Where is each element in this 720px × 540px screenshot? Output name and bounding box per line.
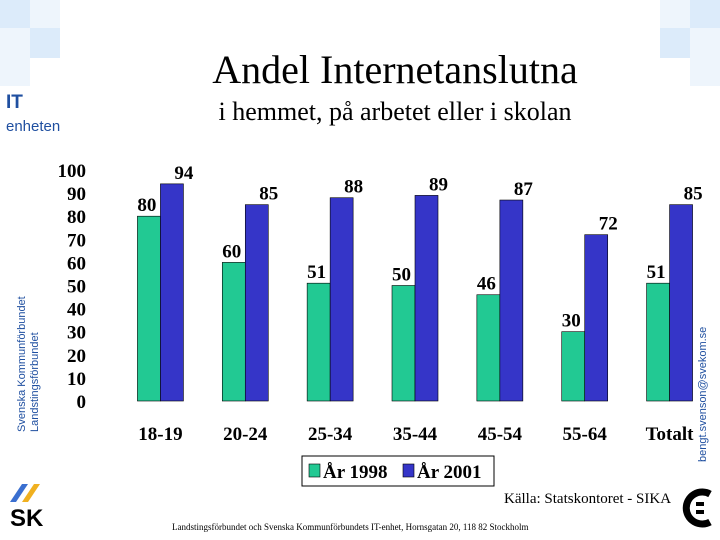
bar-1998 [137, 215, 161, 402]
y-tick-label: 90 [67, 184, 86, 205]
legend-box [301, 455, 495, 487]
data-label: 85 [259, 184, 278, 205]
bar-2001 [414, 195, 439, 402]
footer-address: Landstingsförbundet och Svenska Kommunfö… [172, 522, 529, 532]
x-tick-label: 20-24 [223, 424, 268, 445]
data-label: 46 [477, 274, 496, 295]
slide-title: Andel Internetanslutna [212, 47, 578, 92]
decor-square [30, 28, 60, 58]
x-tick-label: 18-19 [138, 424, 182, 445]
y-tick-label: 70 [67, 230, 86, 251]
data-label: 30 [562, 311, 581, 332]
sk-logo-icon: SK [10, 484, 44, 528]
x-tick-label: 45-54 [478, 424, 523, 445]
x-tick-label: Totalt [646, 424, 695, 445]
data-label: 80 [137, 195, 156, 216]
data-label: 60 [222, 241, 241, 262]
svg-text:SK: SK [10, 505, 44, 528]
y-tick-label: 20 [67, 346, 86, 367]
bar-1998 [391, 285, 416, 402]
data-label: 87 [514, 179, 534, 200]
decor-square [690, 28, 720, 58]
data-label: 51 [647, 262, 666, 283]
data-label: 72 [599, 214, 618, 235]
x-tick-label: 55-64 [563, 424, 608, 445]
x-tick-label: 25-34 [308, 424, 353, 445]
bar-1998 [306, 282, 331, 402]
y-tick-label: 0 [77, 392, 87, 413]
source-note: Källa: Statskontoret - SIKA [504, 491, 672, 507]
y-tick-label: 50 [67, 277, 86, 298]
decor-square [0, 0, 30, 28]
y-tick-label: 100 [58, 161, 87, 182]
data-label: 85 [684, 184, 703, 205]
decor-square [660, 28, 690, 58]
bar-1998 [221, 262, 246, 402]
decor-square [660, 0, 690, 28]
data-label: 89 [429, 174, 448, 195]
y-tick-label: 30 [67, 323, 86, 344]
bar-1998 [476, 294, 501, 402]
y-tick-label: 80 [67, 207, 86, 228]
data-label: 50 [392, 265, 411, 286]
y-tick-label: 60 [67, 253, 86, 274]
x-tick-label: 35-44 [393, 424, 438, 445]
decor-square [0, 58, 30, 86]
it-sublabel: enheten [6, 118, 61, 135]
data-label: 94 [174, 163, 194, 184]
legend-swatch [402, 463, 415, 478]
decor-square [690, 0, 720, 28]
decor-square [690, 58, 720, 86]
svekom-logo-icon [682, 488, 712, 528]
bar-2001 [244, 204, 269, 402]
data-label: 51 [307, 262, 326, 283]
bar-2001 [669, 204, 693, 402]
bar-2001 [499, 199, 524, 402]
slide-subtitle: i hemmet, på arbetet eller i skolan [218, 97, 572, 126]
data-label: 88 [344, 177, 363, 198]
decor-square [0, 28, 30, 58]
bar-1998 [646, 282, 670, 402]
legend-swatch [308, 463, 321, 478]
y-tick-label: 10 [67, 369, 86, 390]
bar-1998 [561, 331, 586, 402]
y-tick-label: 40 [67, 300, 86, 321]
bar-2001 [160, 183, 184, 402]
decor-square [30, 0, 60, 28]
legend-label: År 2001 [417, 462, 482, 483]
bar-2001 [584, 234, 609, 402]
legend-label: År 1998 [323, 462, 388, 483]
bar-2001 [329, 197, 354, 402]
it-label: IT [6, 92, 23, 113]
